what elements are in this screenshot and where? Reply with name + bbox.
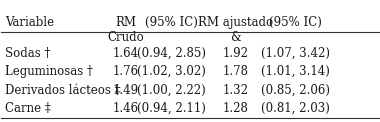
Text: 1.92: 1.92 bbox=[222, 47, 248, 60]
Text: 1.28: 1.28 bbox=[222, 102, 248, 115]
Text: 1.49: 1.49 bbox=[113, 84, 139, 97]
Text: (1.02, 3.02): (1.02, 3.02) bbox=[137, 65, 206, 78]
Text: (1.00, 2.22): (1.00, 2.22) bbox=[137, 84, 206, 97]
Text: (0.85, 2.06): (0.85, 2.06) bbox=[261, 84, 330, 97]
Text: (1.01, 3.14): (1.01, 3.14) bbox=[261, 65, 330, 78]
Text: RM
Crudo: RM Crudo bbox=[108, 16, 144, 44]
Text: Carne ‡: Carne ‡ bbox=[5, 102, 51, 115]
Text: (0.94, 2.85): (0.94, 2.85) bbox=[137, 47, 206, 60]
Text: (95% IC): (95% IC) bbox=[145, 16, 198, 29]
Text: 1.64: 1.64 bbox=[113, 47, 139, 60]
Text: (0.81, 2.03): (0.81, 2.03) bbox=[261, 102, 330, 115]
Text: Sodas †: Sodas † bbox=[5, 47, 51, 60]
Text: 1.46: 1.46 bbox=[113, 102, 139, 115]
Text: Variable: Variable bbox=[5, 16, 54, 29]
Text: 1.32: 1.32 bbox=[222, 84, 248, 97]
Text: Derivados lácteos ‡: Derivados lácteos ‡ bbox=[5, 84, 121, 97]
Text: Leguminosas †: Leguminosas † bbox=[5, 65, 93, 78]
Text: (95% IC): (95% IC) bbox=[269, 16, 322, 29]
Text: 1.76: 1.76 bbox=[113, 65, 139, 78]
Text: (1.07, 3.42): (1.07, 3.42) bbox=[261, 47, 330, 60]
Text: 1.78: 1.78 bbox=[222, 65, 248, 78]
Text: RM ajustado
&: RM ajustado & bbox=[198, 16, 273, 44]
Text: (0.94, 2.11): (0.94, 2.11) bbox=[137, 102, 206, 115]
